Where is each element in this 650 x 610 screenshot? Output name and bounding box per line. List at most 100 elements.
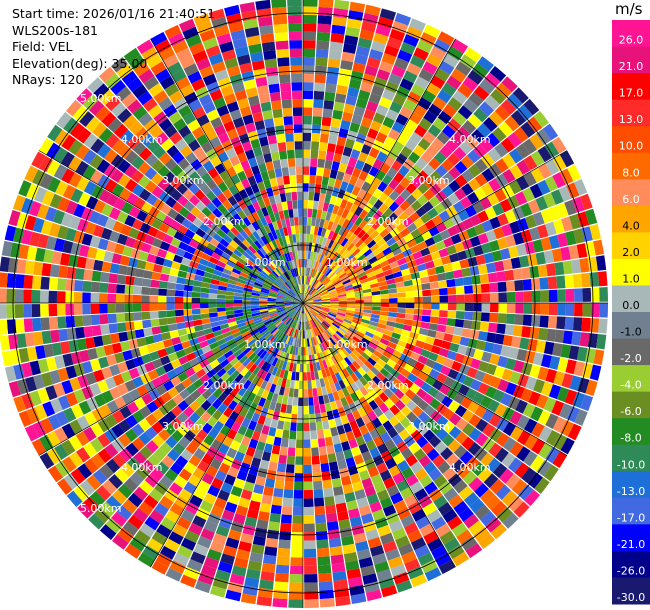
ray-gate xyxy=(303,380,308,390)
ray-gate xyxy=(354,206,364,217)
ray-gate xyxy=(394,410,406,422)
ray-gate xyxy=(424,260,435,270)
ray-gate xyxy=(303,132,312,142)
ray-gate xyxy=(241,330,251,338)
ray-gate xyxy=(341,359,349,369)
ray-gate xyxy=(488,178,502,192)
ray-gate xyxy=(57,367,69,382)
ray-gate xyxy=(554,261,565,276)
ray-gate xyxy=(355,417,366,428)
ray-gate xyxy=(597,271,608,287)
ray-gate xyxy=(276,297,285,301)
ray-gate xyxy=(321,471,331,481)
ray-gate xyxy=(300,338,303,348)
ray-gate xyxy=(435,428,449,441)
ray-gate xyxy=(349,516,363,528)
ray-gate xyxy=(342,368,350,378)
ray-gate xyxy=(351,114,363,125)
ray-gate xyxy=(295,346,299,356)
ray-gate xyxy=(300,304,303,314)
ray-gate xyxy=(330,222,338,232)
ray-gate xyxy=(401,467,415,480)
ray-gate xyxy=(343,346,353,355)
ray-gate xyxy=(400,394,411,406)
ray-gate xyxy=(457,105,473,120)
ray-gate xyxy=(324,247,331,257)
ray-gate xyxy=(298,389,303,398)
ray-gate xyxy=(252,394,262,405)
ray-gate xyxy=(384,457,397,470)
ray-gate xyxy=(340,119,351,131)
ray-gate xyxy=(320,264,327,274)
ray-gate xyxy=(437,280,448,289)
ray-gate xyxy=(500,392,513,407)
ray-gate xyxy=(420,247,431,257)
ray-gate xyxy=(292,506,303,516)
ray-gate xyxy=(114,468,129,483)
ray-gate xyxy=(214,470,227,482)
ray-gate xyxy=(539,315,549,328)
ray-gate xyxy=(376,238,387,248)
ray-gate xyxy=(325,268,333,277)
ray-gate xyxy=(370,353,380,363)
ray-gate xyxy=(90,437,104,453)
ray-gate xyxy=(299,304,303,314)
ray-gate xyxy=(164,538,180,553)
ray-gate xyxy=(537,163,552,179)
ray-gate xyxy=(367,216,378,227)
ray-gate xyxy=(54,460,70,478)
ray-gate xyxy=(296,321,300,330)
ray-gate xyxy=(331,477,342,488)
ray-gate xyxy=(352,360,361,370)
ray-gate xyxy=(338,298,348,301)
ray-gate xyxy=(448,473,463,488)
ray-gate xyxy=(149,287,159,296)
ray-gate xyxy=(312,107,323,117)
ray-gate xyxy=(106,354,117,367)
ray-gate xyxy=(280,438,289,448)
ray-gate xyxy=(188,454,202,468)
ray-gate xyxy=(377,16,394,29)
ray-gate xyxy=(331,251,339,261)
ray-gate xyxy=(383,196,395,208)
ray-gate xyxy=(595,255,607,271)
ray-gate xyxy=(379,315,389,321)
ray-gate xyxy=(530,455,545,472)
ray-gate xyxy=(481,153,495,168)
ray-gate xyxy=(188,373,200,384)
ray-gate xyxy=(285,361,291,371)
ray-gate xyxy=(299,313,302,322)
ray-gate xyxy=(531,314,541,327)
ray-gate xyxy=(99,524,117,541)
ray-gate xyxy=(382,246,392,256)
ray-gate xyxy=(57,278,67,291)
ray-gate xyxy=(292,303,302,305)
ray-gate xyxy=(500,99,517,115)
ray-gate xyxy=(248,465,259,476)
ray-gate xyxy=(242,293,252,298)
ray-gate xyxy=(268,461,278,472)
ray-gate xyxy=(388,307,398,313)
ray-gate xyxy=(316,167,324,177)
ray-gate xyxy=(405,291,415,298)
ray-gate xyxy=(308,183,316,193)
ray-gate xyxy=(508,148,523,164)
ray-gate xyxy=(405,303,415,309)
ray-gate xyxy=(579,193,593,211)
ray-gate xyxy=(442,420,455,434)
ray-gate xyxy=(451,261,462,271)
ray-gate xyxy=(407,529,423,543)
ray-gate xyxy=(329,41,344,52)
ray-gate xyxy=(126,330,137,341)
ray-gate xyxy=(357,242,367,251)
ray-gate xyxy=(56,291,66,303)
ray-gate xyxy=(428,468,442,482)
ray-gate xyxy=(509,371,522,385)
ray-gate xyxy=(160,391,173,404)
ray-gate xyxy=(56,303,66,316)
ray-gate xyxy=(421,559,438,574)
ray-gate xyxy=(331,277,340,284)
ray-gate xyxy=(436,415,449,428)
ray-gate xyxy=(463,319,473,329)
ray-gate xyxy=(340,414,349,425)
